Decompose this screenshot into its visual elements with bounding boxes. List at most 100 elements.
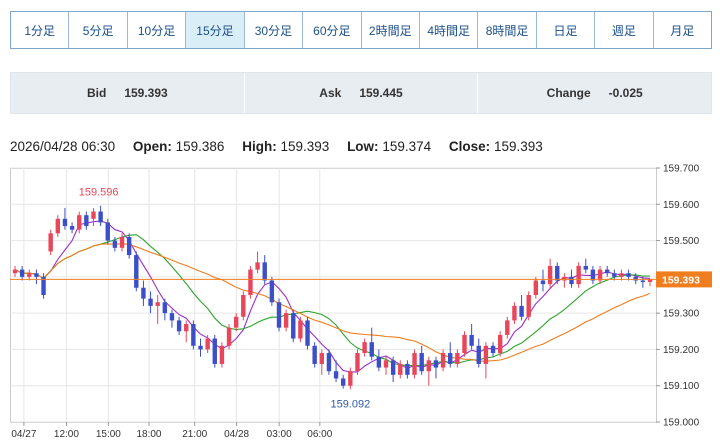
candle-body (483, 345, 489, 364)
open-label: Open: (132, 139, 172, 154)
candle-body (562, 276, 567, 281)
candle-body (505, 320, 510, 335)
y-tick-label: 159.600 (663, 200, 700, 211)
low-annotation: 159.092 (330, 398, 370, 410)
low-value: 159.374 (382, 139, 432, 154)
candle-body (169, 313, 175, 321)
x-tick-label: 18:00 (136, 429, 161, 440)
x-tick-label: 06:00 (307, 429, 332, 440)
candle-body (319, 353, 324, 364)
candle-body (41, 276, 46, 295)
current-price-tag (656, 271, 712, 288)
quote-bar: Bid 159.393 Ask 159.445 Change -0.025 (10, 72, 712, 114)
ask-label: Ask (319, 86, 342, 100)
candle-body (241, 295, 246, 317)
ma-short-line (14, 220, 651, 373)
candle-body (398, 363, 403, 375)
candle-body (440, 353, 446, 368)
candle-body (233, 316, 239, 328)
chart-svg[interactable]: 159.700159.600159.500159.400159.300159.2… (10, 160, 720, 440)
y-tick-label: 159.500 (663, 236, 700, 247)
candle-body (383, 360, 389, 368)
candle-body (205, 338, 210, 350)
tab-timeframe-11[interactable]: 週足 (595, 12, 654, 48)
candle-body (119, 236, 125, 248)
candle-body (112, 240, 118, 248)
tab-timeframe-7[interactable]: 2時間足 (362, 12, 420, 48)
ask-value: 159.445 (359, 86, 403, 100)
candle-body (212, 338, 217, 364)
candle-body (305, 320, 310, 346)
candle-body (105, 222, 110, 241)
tab-timeframe-5[interactable]: 30分足 (245, 12, 304, 48)
candle-body (569, 276, 574, 285)
candle-body (348, 371, 353, 386)
x-tick-label: 04/27 (11, 429, 36, 440)
candle-body (155, 302, 160, 306)
candle-body (12, 269, 18, 274)
tab-timeframe-8[interactable]: 4時間足 (420, 12, 479, 48)
candle-body (176, 320, 182, 332)
candle-body (362, 342, 367, 354)
candle-body (405, 363, 410, 375)
candle-body (547, 265, 553, 285)
low-label: Low: (347, 139, 379, 154)
candle-body (419, 353, 424, 372)
candle-body (126, 236, 132, 256)
tab-timeframe-12[interactable]: 月足 (670, 23, 695, 38)
candle-body (276, 302, 282, 328)
ohlc-readout: 2026/04/28 06:30 Open: 159.386 High: 159… (10, 139, 543, 154)
bid-label: Bid (86, 86, 107, 100)
tab-timeframe-4[interactable]: 15分足 (186, 12, 245, 48)
candle-body (255, 262, 260, 270)
candle-body (455, 353, 460, 364)
bid-value: 159.393 (124, 86, 168, 100)
y-tick-label: 159.700 (663, 164, 700, 175)
candle-body (134, 255, 139, 288)
close-value: 159.393 (493, 139, 543, 154)
y-tick-label: 159.300 (663, 309, 700, 320)
candle-body (77, 215, 82, 230)
tab-timeframe-10[interactable]: 日足 (537, 12, 596, 48)
candle-body (162, 302, 168, 314)
candle-body (184, 324, 189, 332)
tab-timeframe-3[interactable]: 10分足 (128, 12, 187, 48)
candle-body (69, 226, 75, 230)
candle-body (298, 320, 303, 339)
candle-body (533, 280, 539, 295)
tab-timeframe-9[interactable]: 8時間足 (478, 12, 537, 48)
candle-body (148, 298, 153, 306)
high-annotation: 159.596 (79, 187, 119, 199)
candle-body (291, 313, 296, 339)
candle-body (262, 262, 267, 281)
candle-body (497, 334, 503, 354)
candle-body (269, 280, 275, 303)
tab-timeframe-6[interactable]: 60分足 (303, 12, 362, 48)
change-cell: Change -0.025 (478, 73, 711, 113)
candle-body (390, 360, 396, 375)
tab-timeframe-1[interactable]: 1分足 (11, 12, 70, 48)
candle-body (426, 360, 432, 372)
x-tick-label: 21:00 (182, 429, 207, 440)
tab-timeframe-2[interactable]: 5分足 (69, 12, 128, 48)
x-tick-label: 04/28 (224, 429, 249, 440)
candle-body (48, 233, 53, 252)
ohlc-timestamp: 2026/04/28 06:30 (10, 139, 116, 154)
candle-body (98, 211, 103, 223)
candle-body (626, 273, 631, 277)
candle-body (34, 273, 39, 277)
candle-body (84, 215, 89, 227)
candle-body (55, 218, 61, 234)
close-label: Close: (448, 139, 491, 154)
candle-body (141, 287, 146, 299)
open-value: 159.386 (175, 139, 225, 154)
candle-body (198, 345, 203, 350)
plot-area (10, 168, 657, 423)
high-label: High: (242, 139, 277, 154)
price-chart[interactable]: 159.700159.600159.500159.400159.300159.2… (10, 160, 720, 440)
candle-body (526, 295, 531, 317)
candle-body (19, 269, 25, 277)
y-tick-label: 159.000 (663, 418, 700, 429)
x-tick-label: 12:00 (54, 429, 79, 440)
candle-body (448, 353, 453, 364)
